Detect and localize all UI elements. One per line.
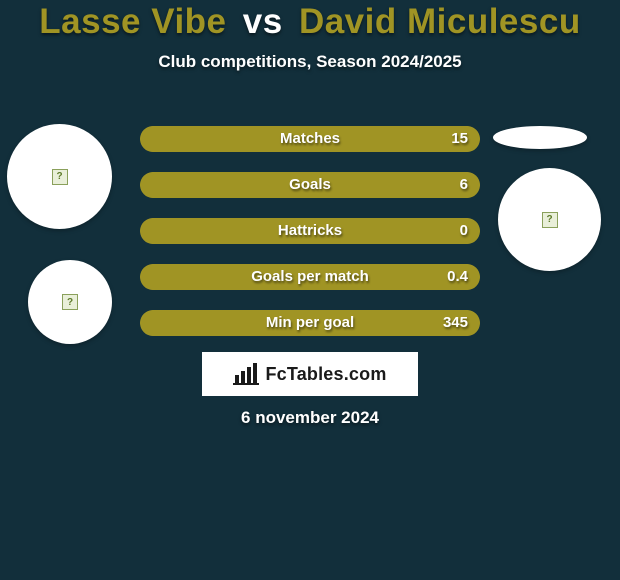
image-placeholder-icon: ?: [62, 294, 78, 310]
stat-label: Hattricks: [278, 218, 342, 244]
stat-value: 6: [460, 172, 468, 198]
bar-chart-icon: [233, 363, 259, 385]
brand-badge: FcTables.com: [202, 352, 418, 396]
stat-value: 0.4: [447, 264, 468, 290]
stat-value: 345: [443, 310, 468, 336]
player1-name: Lasse Vibe: [39, 2, 226, 41]
stat-label: Matches: [280, 126, 340, 152]
vs-separator: vs: [243, 2, 283, 41]
stat-row: Matches 15: [140, 126, 480, 152]
stats-panel: Matches 15 Goals 6 Hattricks 0 Goals per match…: [140, 126, 480, 356]
stat-label: Min per goal: [266, 310, 354, 336]
player2-name: David Miculescu: [299, 2, 581, 41]
stat-label: Goals per match: [251, 264, 369, 290]
image-placeholder-icon: ?: [52, 169, 68, 185]
stat-value: 0: [460, 218, 468, 244]
stat-row: Min per goal 345: [140, 310, 480, 336]
page-title: Lasse Vibe vs David Miculescu: [0, 2, 620, 42]
stat-label: Goals: [289, 172, 331, 198]
stat-row: Goals 6: [140, 172, 480, 198]
subtitle: Club competitions, Season 2024/2025: [0, 52, 620, 72]
avatar: ?: [7, 124, 112, 229]
avatar: ?: [28, 260, 112, 344]
comparison-card: Lasse Vibe vs David Miculescu Club compe…: [0, 0, 620, 580]
stat-value: 15: [451, 126, 468, 152]
stat-row: Goals per match 0.4: [140, 264, 480, 290]
stat-row: Hattricks 0: [140, 218, 480, 244]
avatar: [493, 126, 587, 149]
brand-text: FcTables.com: [265, 364, 386, 385]
footer-date: 6 november 2024: [0, 408, 620, 428]
image-placeholder-icon: ?: [542, 212, 558, 228]
avatar: ?: [498, 168, 601, 271]
